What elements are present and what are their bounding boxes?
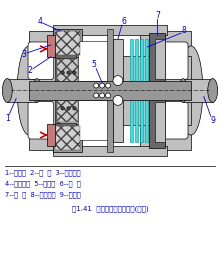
- Ellipse shape: [208, 79, 218, 102]
- Bar: [53, 124, 82, 152]
- Bar: [150, 33, 165, 85]
- Bar: [135, 101, 138, 142]
- Ellipse shape: [33, 79, 41, 102]
- Bar: [29, 81, 191, 101]
- Text: 7: 7: [155, 11, 160, 20]
- Bar: [7, 79, 37, 102]
- Bar: [53, 146, 167, 156]
- Bar: [55, 31, 80, 55]
- Circle shape: [100, 93, 104, 98]
- Text: 图1.41  电磁多片摩擦离合器(常开): 图1.41 电磁多片摩擦离合器(常开): [72, 205, 148, 212]
- Text: 2: 2: [28, 66, 32, 75]
- FancyBboxPatch shape: [162, 42, 188, 80]
- Bar: [47, 124, 55, 146]
- Circle shape: [113, 95, 123, 105]
- Text: 5: 5: [92, 60, 97, 69]
- Bar: [140, 101, 143, 142]
- Ellipse shape: [179, 79, 187, 102]
- Bar: [130, 39, 133, 81]
- Text: 9: 9: [210, 116, 215, 125]
- Bar: [140, 39, 143, 81]
- Bar: [155, 102, 165, 142]
- Bar: [55, 53, 59, 128]
- Bar: [29, 56, 191, 125]
- Bar: [155, 39, 165, 79]
- Circle shape: [113, 76, 123, 86]
- FancyBboxPatch shape: [28, 42, 54, 80]
- Bar: [78, 101, 108, 140]
- Bar: [140, 31, 191, 150]
- Circle shape: [106, 83, 110, 88]
- Circle shape: [94, 93, 99, 98]
- Circle shape: [106, 93, 110, 98]
- Ellipse shape: [2, 79, 12, 102]
- Text: 1--主动轴  2--衔  铁  3--复位弹簧: 1--主动轴 2--衔 铁 3--复位弹簧: [5, 170, 81, 176]
- Circle shape: [61, 106, 64, 110]
- Text: 6: 6: [121, 17, 126, 26]
- Bar: [53, 25, 167, 35]
- Text: 4: 4: [37, 17, 42, 26]
- Bar: [53, 29, 82, 57]
- Text: 7--磁  轭  8--摩擦片组  9--从动轴: 7--磁 轭 8--摩擦片组 9--从动轴: [5, 192, 81, 198]
- Ellipse shape: [17, 46, 41, 135]
- Bar: [113, 39, 123, 81]
- Circle shape: [61, 71, 64, 74]
- Bar: [55, 123, 76, 128]
- Bar: [183, 79, 213, 102]
- Bar: [145, 101, 148, 142]
- Text: 4--励磁线圈  5--集流环  6--压  块: 4--励磁线圈 5--集流环 6--压 块: [5, 181, 81, 187]
- Bar: [107, 29, 113, 152]
- Circle shape: [100, 83, 104, 88]
- Bar: [78, 41, 108, 81]
- FancyBboxPatch shape: [162, 101, 188, 139]
- Text: 1: 1: [5, 114, 10, 123]
- Bar: [135, 39, 138, 81]
- Circle shape: [73, 71, 76, 74]
- Bar: [130, 101, 133, 142]
- Text: 3: 3: [22, 50, 27, 59]
- Bar: [47, 35, 55, 57]
- Bar: [113, 101, 123, 142]
- Bar: [57, 59, 78, 87]
- Bar: [55, 53, 76, 58]
- Circle shape: [67, 71, 70, 74]
- Circle shape: [94, 83, 99, 88]
- Text: 8: 8: [182, 25, 186, 35]
- Bar: [57, 94, 78, 122]
- Circle shape: [73, 106, 76, 110]
- Bar: [150, 96, 165, 148]
- Bar: [29, 31, 80, 150]
- Ellipse shape: [179, 46, 203, 135]
- FancyBboxPatch shape: [28, 101, 54, 139]
- Bar: [145, 39, 148, 81]
- Bar: [55, 126, 80, 150]
- Circle shape: [67, 106, 70, 110]
